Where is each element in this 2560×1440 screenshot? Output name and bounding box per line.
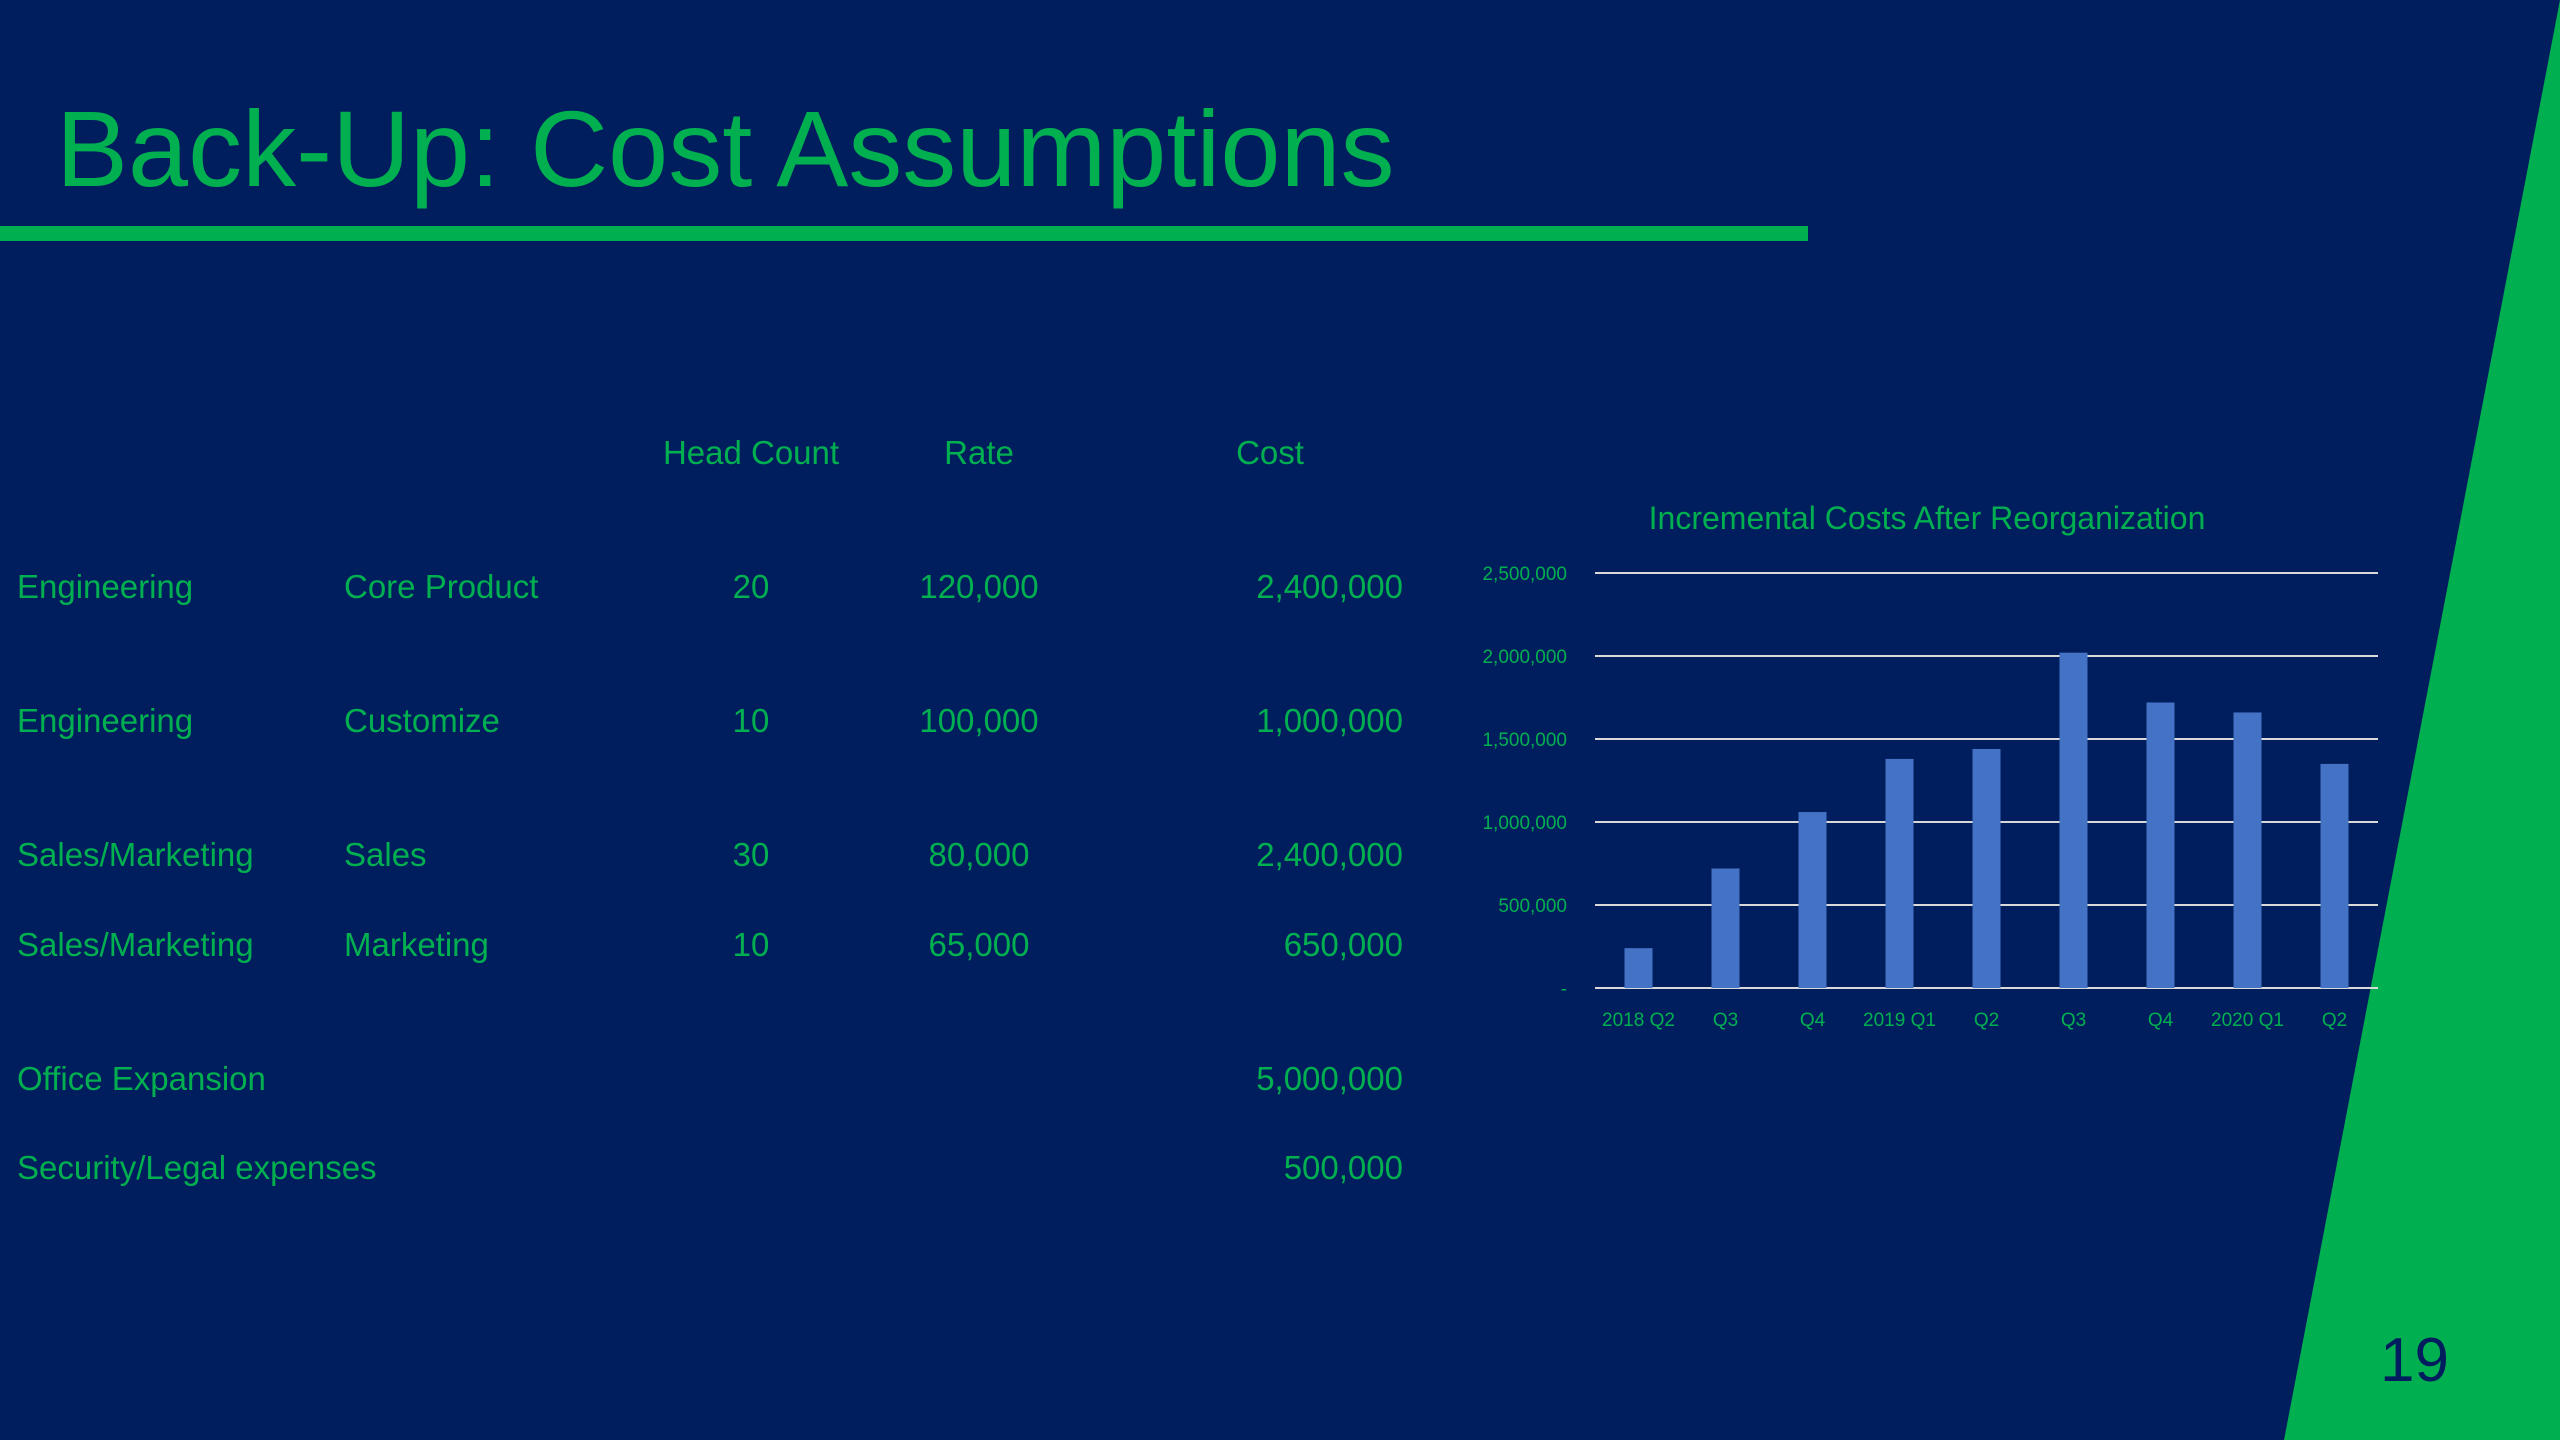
row-role: Customize — [344, 702, 500, 739]
row-cost: 5,000,000 — [1256, 1060, 1403, 1097]
row-head-count: 10 — [732, 702, 770, 739]
row-cost: 2,400,000 — [1256, 836, 1403, 873]
x-tick-label: Q4 — [2148, 1010, 2174, 1031]
row-dept: Security/Legal expenses — [17, 1149, 377, 1186]
x-tick-label: Q3 — [2061, 1010, 2086, 1031]
bar — [2233, 712, 2262, 988]
row-head-count: 30 — [732, 836, 770, 873]
slide-title: Back-Up: Cost Assumptions — [56, 88, 1395, 209]
row-dept: Sales/Marketing — [17, 836, 254, 873]
x-tick-label: Q3 — [1713, 1010, 1738, 1031]
row-cost: 1,000,000 — [1256, 702, 1403, 739]
bar — [2320, 763, 2349, 988]
bar — [1624, 948, 1653, 988]
row-dept: Office Expansion — [17, 1060, 266, 1097]
row-role: Sales — [344, 836, 427, 873]
header-cost: Cost — [1236, 434, 1304, 471]
header-head-count: Head Count — [662, 434, 840, 471]
row-rate: 120,000 — [919, 568, 1039, 605]
row-rate: 80,000 — [928, 836, 1030, 873]
y-tick-label: - — [1561, 979, 1567, 1000]
y-tick-label: 500,000 — [1498, 896, 1567, 917]
x-tick-label: 2019 Q1 — [1863, 1010, 1936, 1031]
x-tick-label: 2020 Q1 — [2211, 1010, 2284, 1031]
x-tick-label: Q2 — [2322, 1010, 2347, 1031]
header-rate: Rate — [944, 434, 1014, 471]
row-head-count: 10 — [732, 926, 770, 963]
row-role: Marketing — [344, 926, 489, 963]
title-underline — [0, 226, 1808, 241]
bar — [2146, 702, 2175, 988]
y-tick-label: 2,000,000 — [1482, 647, 1567, 668]
x-tick-label: 2018 Q2 — [1602, 1010, 1675, 1031]
bar — [1798, 812, 1827, 988]
row-cost: 2,400,000 — [1256, 568, 1403, 605]
bar — [1711, 868, 1740, 988]
row-role: Core Product — [344, 568, 539, 605]
y-tick-label: 1,500,000 — [1482, 730, 1567, 751]
row-dept: Engineering — [17, 702, 194, 739]
y-tick-label: 2,500,000 — [1482, 564, 1567, 585]
x-tick-label: Q4 — [1800, 1010, 1826, 1031]
row-rate: 65,000 — [928, 926, 1030, 963]
y-tick-label: 1,000,000 — [1482, 813, 1567, 834]
row-dept: Engineering — [17, 568, 194, 605]
chart-title: Incremental Costs After Reorganization — [1649, 500, 2206, 536]
bar — [1885, 758, 1914, 988]
row-cost: 500,000 — [1283, 1149, 1403, 1186]
row-rate: 100,000 — [919, 702, 1039, 739]
bar — [2059, 652, 2088, 988]
x-tick-label: Q2 — [1974, 1010, 1999, 1031]
row-cost: 650,000 — [1283, 926, 1403, 963]
row-head-count: 20 — [732, 568, 770, 605]
page-number: 19 — [2380, 1326, 2449, 1395]
bar — [1972, 748, 2001, 988]
row-dept: Sales/Marketing — [17, 926, 254, 963]
